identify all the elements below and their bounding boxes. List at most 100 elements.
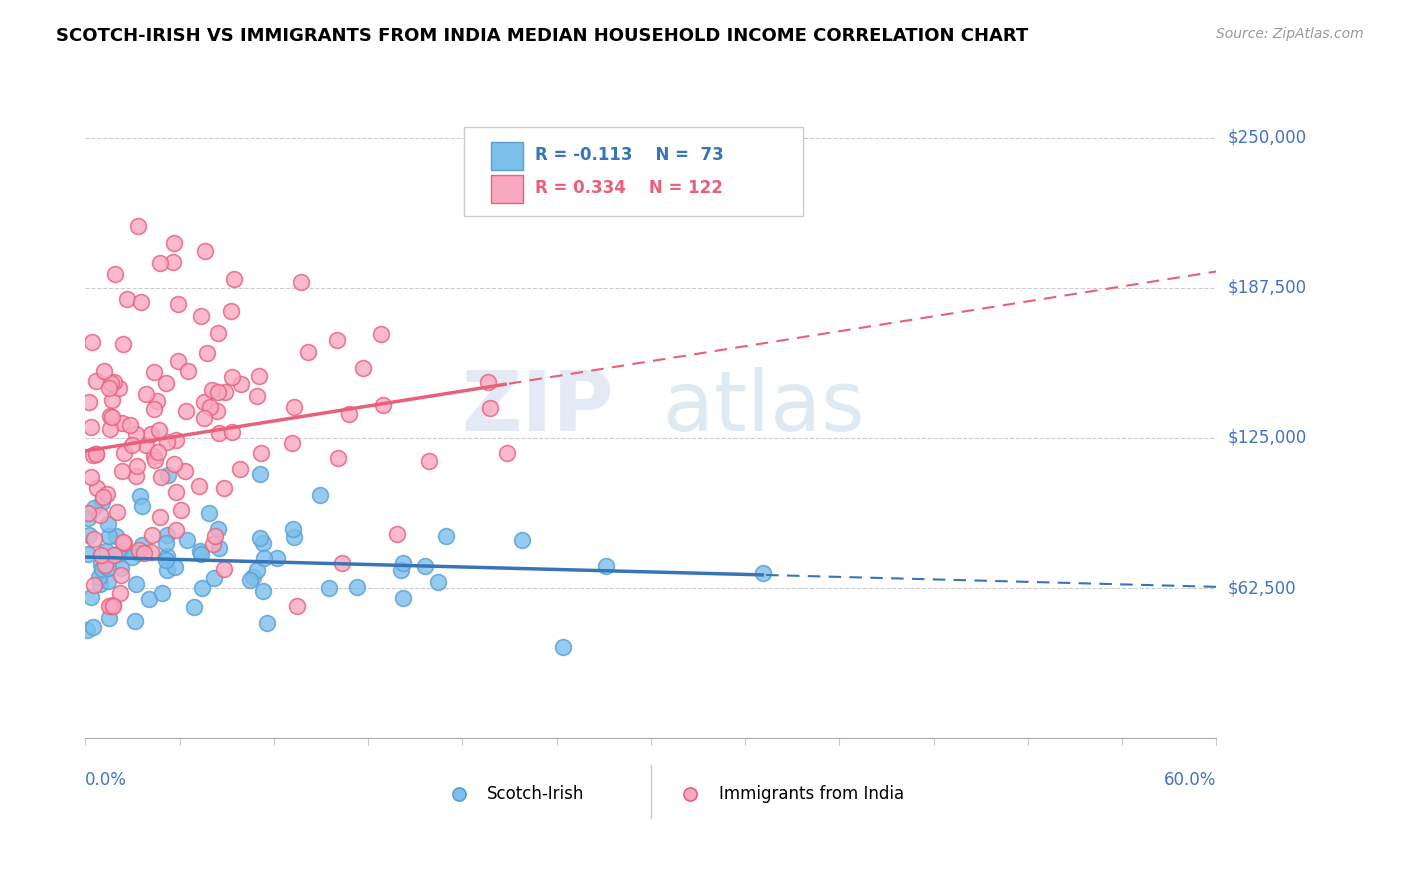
Point [283,401,305,415]
Point [125,458,148,473]
Point [103,598,125,612]
Point [134,546,156,560]
Point [297,344,319,359]
Point [346,581,368,595]
Text: 0.0%: 0.0% [86,772,127,789]
Point [90,494,112,508]
Point [131,538,153,552]
Point [142,365,165,379]
Point [97,599,120,613]
Text: 60.0%: 60.0% [1164,772,1216,789]
Point [156,435,179,450]
Point [127,546,149,560]
Point [148,423,170,437]
Point [110,561,132,575]
FancyBboxPatch shape [464,127,803,216]
Point [155,536,177,550]
Point [128,489,150,503]
Point [97,574,120,588]
Text: ZIP: ZIP [461,368,614,449]
Point [166,297,188,311]
Point [83,501,105,516]
Point [385,527,408,541]
Point [281,435,304,450]
Point [176,533,198,547]
Point [188,544,211,558]
Point [111,416,134,430]
Text: R = -0.113    N =  73: R = -0.113 N = 73 [536,145,724,164]
Point [170,503,193,517]
Text: Immigrants from India: Immigrants from India [718,786,904,804]
Point [143,449,166,463]
Point [326,450,349,465]
Point [249,531,271,545]
Point [371,399,394,413]
Point [118,417,141,432]
Point [193,411,215,425]
Point [100,599,122,613]
Point [193,394,215,409]
Point [96,544,118,558]
Point [105,529,128,543]
Point [201,536,224,550]
Point [100,376,122,391]
Point [165,523,187,537]
Point [84,446,107,460]
Point [245,563,267,577]
Point [108,546,131,560]
Point [111,534,134,549]
Point [84,374,107,388]
Point [82,449,104,463]
Point [221,370,243,384]
Point [80,420,103,434]
Point [97,561,120,575]
Point [124,615,146,629]
Point [155,552,177,566]
Point [163,560,186,574]
Point [163,236,186,251]
Point [83,578,105,592]
Point [150,586,173,600]
Point [252,584,274,599]
Point [148,445,170,459]
Point [125,577,148,591]
Point [97,516,120,531]
Text: Scotch-Irish: Scotch-Irish [486,786,583,804]
Point [200,383,222,397]
Point [252,536,274,550]
Point [150,470,173,484]
Point [190,309,212,323]
Point [143,402,166,417]
Point [89,577,111,591]
Point [197,346,219,360]
Point [111,336,134,351]
Point [208,425,231,440]
Text: $250,000: $250,000 [1227,128,1306,146]
Point [198,401,221,415]
Point [138,592,160,607]
Point [194,244,217,258]
Point [389,563,412,577]
Point [204,529,226,543]
Text: $125,000: $125,000 [1227,429,1306,447]
Point [80,469,103,483]
Point [166,354,188,368]
Point [229,461,252,475]
Point [212,481,235,495]
Point [112,535,135,549]
Point [143,452,166,467]
Point [128,543,150,558]
Point [139,545,162,559]
Point [247,369,270,384]
Point [696,731,718,746]
Point [89,508,111,522]
Point [391,556,413,570]
Point [125,427,148,442]
Point [87,570,110,584]
Point [207,326,229,340]
Point [191,581,214,595]
Text: SCOTCH-IRISH VS IMMIGRANTS FROM INDIA MEDIAN HOUSEHOLD INCOME CORRELATION CHART: SCOTCH-IRISH VS IMMIGRANTS FROM INDIA ME… [56,27,1029,45]
Point [207,522,229,536]
Point [121,550,143,565]
Point [129,294,152,309]
